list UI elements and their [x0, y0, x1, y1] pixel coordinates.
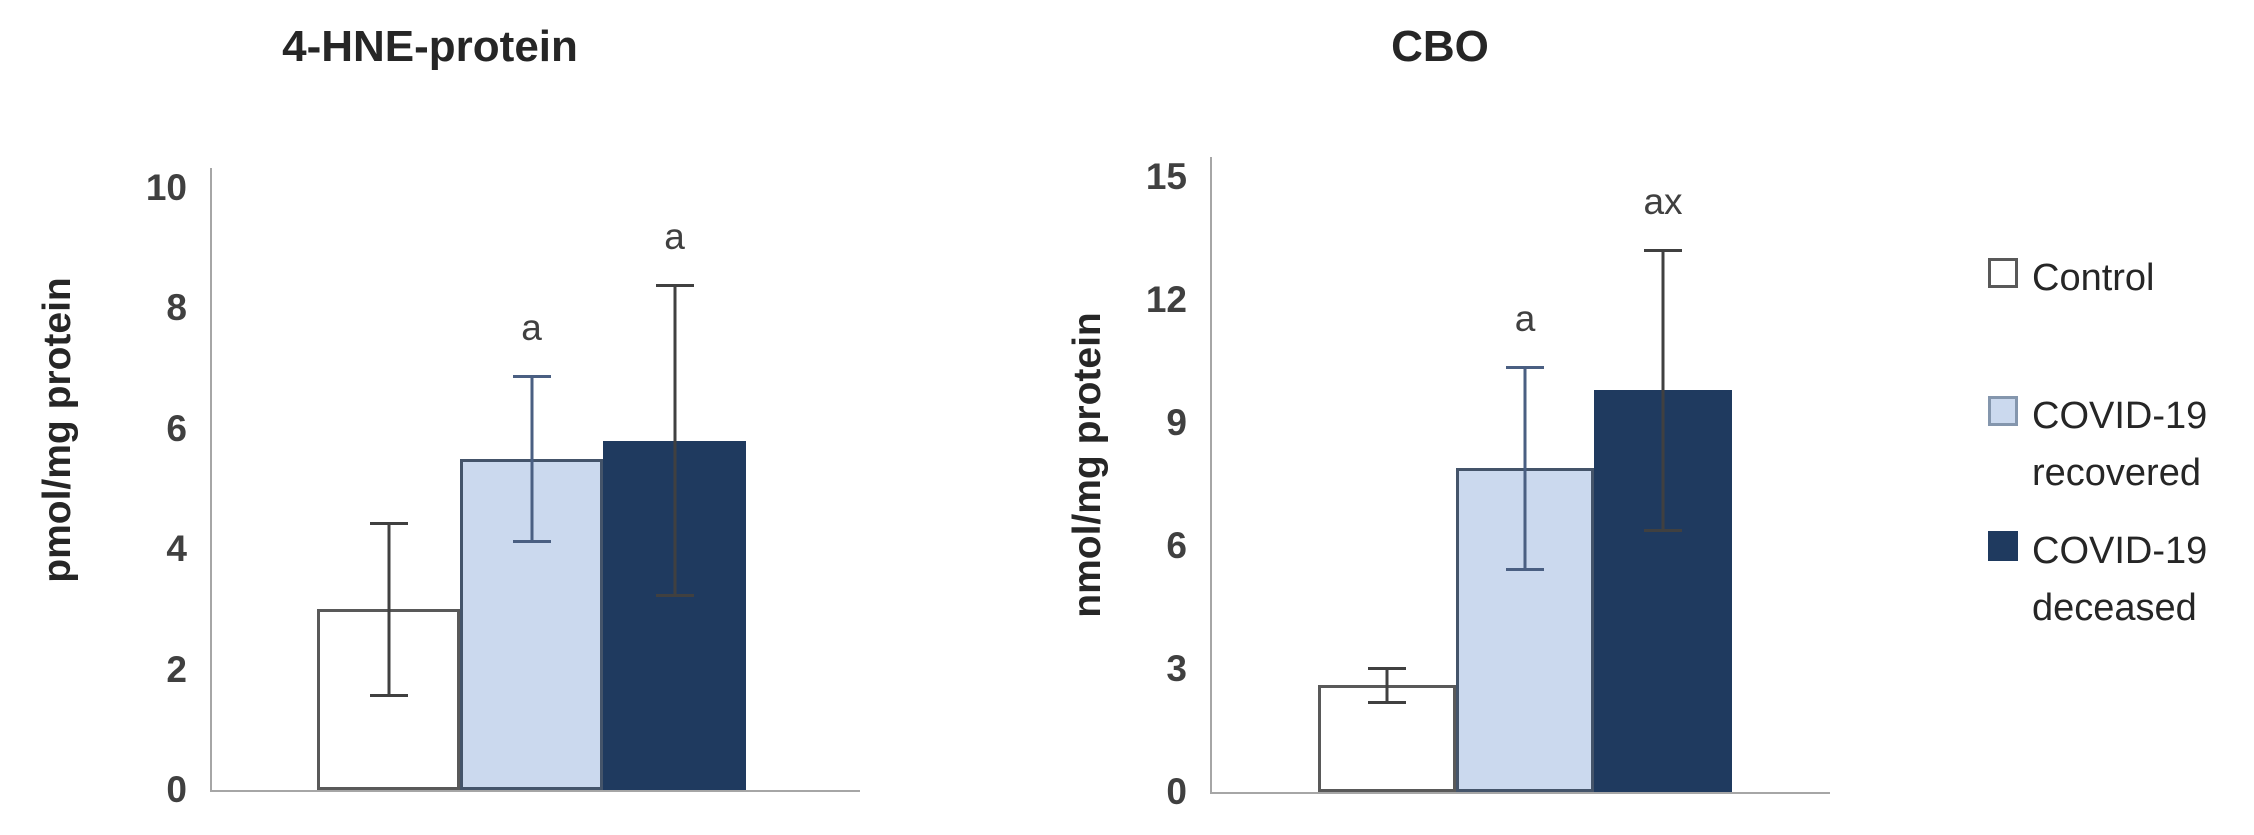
y-tick-label: 9 [1166, 402, 1187, 443]
plot-area-4hne: 0 2 4 6 8 10 a a [146, 167, 860, 810]
legend-swatch-covid-recovered [1988, 396, 2018, 426]
x-axis-line [210, 790, 860, 792]
error-bar-cap-bottom [655, 594, 694, 598]
error-bar-cap-bottom [1644, 528, 1682, 532]
y-axis-line [210, 168, 212, 790]
error-bar [387, 522, 390, 697]
bar-covid-19-recovered [1456, 468, 1594, 792]
y-tick-label: 6 [1166, 525, 1187, 566]
error-bar [1661, 248, 1665, 532]
error-bar-cap-bottom [512, 540, 551, 544]
error-bar [673, 284, 676, 598]
error-bar-cap-top [512, 374, 551, 378]
significance-annotation: a [521, 306, 542, 348]
legend-swatch-covid-deceased [1988, 531, 2018, 561]
x-axis-line [1210, 792, 1830, 794]
legend-label-control: Control [2032, 257, 2155, 299]
y-tick-label: 15 [1145, 156, 1187, 197]
error-bar [1385, 666, 1389, 704]
error-bar-cap-top [655, 284, 694, 288]
legend-label-covid-recovered: COVID-19 recovered [2032, 395, 2208, 494]
legend-swatch-control [1988, 258, 2018, 288]
y-tick-label: 0 [166, 769, 187, 810]
error-bar-cap-bottom [1506, 567, 1544, 571]
error-bar-cap-bottom [1368, 700, 1406, 704]
legend-item-control: Control [1988, 250, 2155, 307]
y-tick-label: 2 [166, 648, 187, 690]
y-tick-label: 3 [1166, 648, 1187, 689]
error-bar-cap-top [1368, 666, 1406, 670]
chart-title-cbo: CBO [1391, 22, 1489, 71]
legend-label-covid-deceased: COVID-19 deceased [2032, 530, 2208, 629]
y-tick-label: 6 [166, 407, 187, 449]
legend-item-covid-deceased: COVID-19 deceased [1988, 523, 2207, 637]
significance-annotation: a [664, 216, 685, 258]
y-axis-line [1210, 157, 1212, 792]
y-tick-label: 12 [1145, 279, 1187, 320]
error-bar-cap-bottom [369, 693, 408, 697]
error-bar-cap-top [369, 522, 408, 526]
significance-annotation: ax [1643, 180, 1683, 222]
error-bar-cap-top [1506, 365, 1544, 369]
error-bar [1523, 365, 1527, 571]
chart-title-4hne: 4-HNE-protein [282, 22, 578, 71]
plot-area-cbo: 0 3 6 9 12 15 a ax [1146, 156, 1830, 812]
y-tick-label: 8 [166, 287, 187, 329]
y-axis-label-4hne: pmol/mg protein [36, 277, 79, 583]
y-axis-label-cbo: nmol/mg protein [1066, 312, 1109, 618]
y-tick-label: 10 [145, 167, 187, 208]
y-tick-label: 0 [1166, 771, 1187, 812]
error-bar [530, 374, 533, 544]
legend-item-covid-recovered: COVID-19 recovered [1988, 388, 2207, 502]
significance-annotation: a [1514, 297, 1536, 339]
y-tick-label: 4 [166, 528, 187, 570]
error-bar-cap-top [1644, 248, 1682, 252]
